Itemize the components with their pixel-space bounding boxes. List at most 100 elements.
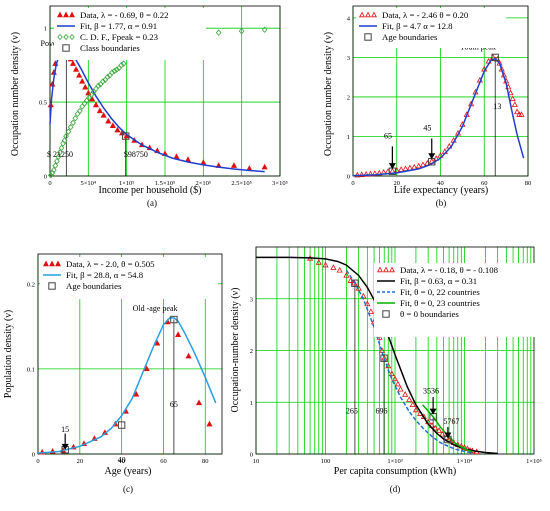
legend-entry: Data, λ = - 0.69, θ = 0.22 [80, 10, 169, 20]
data-point [69, 60, 77, 66]
panel-label: (c) [123, 484, 133, 494]
y-tick-label: 0.5 [39, 100, 47, 107]
legend-swatch [371, 11, 377, 18]
chart-panel-d: 10 100 1×10³ 1×10⁴ 1×10⁵ 0 1 2 3 265 696 3536 5767 Da… [230, 246, 542, 494]
legend-swatch [57, 11, 63, 18]
plot-frame [49, 5, 281, 177]
legend-swatch [69, 33, 75, 41]
boundary-marker [351, 279, 359, 287]
data-point [391, 375, 399, 382]
data-point [55, 153, 62, 160]
x-axis-label: Income per household ($) [98, 185, 201, 196]
data-point [100, 78, 106, 85]
data-point [96, 107, 103, 114]
data-point [511, 101, 518, 108]
legend-swatch [62, 44, 70, 52]
series-line [352, 57, 525, 177]
legend-swatch [377, 266, 383, 273]
data-point [111, 67, 118, 75]
annotation-label: 45 [423, 124, 431, 133]
legend-entry: Fit, β = 0.63, α = 0.31 [400, 276, 477, 286]
data-point [336, 266, 343, 273]
data-point [394, 380, 401, 387]
boundary-marker [122, 132, 130, 140]
y-tick-label: 0 [250, 452, 253, 459]
boundary-marker [117, 421, 126, 429]
y-tick-label: 4 [347, 15, 351, 22]
legend-box [356, 8, 506, 48]
data-point [113, 66, 120, 73]
data-point [109, 122, 116, 128]
y-tick-label: 1 [250, 400, 253, 407]
data-point [406, 396, 413, 402]
chart-panel-a: 0 5×10⁴ 1×10⁵ 1.5×10⁵ 2×10⁵ 2.5×10⁵ 3×10⁵ 0 0.5 1… [10, 5, 288, 208]
chart-panel-b: 02040608001234Youth peak654513Data, λ = … [323, 5, 532, 208]
arrow-head [61, 443, 69, 450]
x-tick-label: 20 [394, 180, 401, 187]
data-point [105, 117, 112, 124]
y-tick-label: 0.2 [27, 281, 35, 288]
data-point [54, 158, 60, 165]
x-tick-label: 80 [525, 180, 532, 187]
data-point [65, 128, 72, 135]
data-point [72, 66, 80, 72]
x-tick-label: 0 [351, 180, 354, 187]
annotation-label: 13 [493, 102, 501, 111]
annotation-label: Old -age peak [133, 304, 178, 313]
x-tick-label: 1×10⁴ [457, 458, 473, 465]
x-tick-label: 60 [160, 458, 167, 465]
legend-entry: Fit, β = 1.77, α = 0.91 [80, 21, 157, 31]
plot-frame [37, 253, 223, 455]
data-point [58, 144, 65, 152]
panel-label: (b) [436, 198, 447, 208]
x-tick-label: 100 [321, 458, 331, 465]
data-point [95, 82, 102, 90]
data-point [195, 399, 203, 406]
y-tick-label: 2 [250, 348, 253, 355]
legend-swatch [389, 266, 395, 273]
y-tick-label: 3 [347, 55, 350, 62]
legend-swatch [382, 310, 390, 318]
data-point [85, 89, 92, 96]
x-tick-label: 1×10⁵ [526, 458, 542, 465]
annotation-label: 15 [61, 425, 69, 434]
data-point [315, 259, 322, 265]
y-tick-label: 0 [44, 174, 47, 181]
boundary-marker [170, 315, 178, 324]
y-tick-label: 2 [347, 94, 350, 101]
legend-swatch [63, 33, 69, 41]
y-axis-label: Occupation number density (ν) [323, 32, 334, 156]
data-point [185, 352, 192, 359]
data-point [50, 166, 57, 174]
data-point [432, 424, 439, 431]
x-tick-label: 1×10³ [387, 458, 402, 465]
data-point [411, 163, 418, 170]
data-point [61, 137, 68, 144]
annotation-label: $98750 [124, 150, 148, 159]
legend-swatch [55, 260, 61, 267]
legend-swatch [364, 33, 372, 41]
data-point [261, 26, 268, 33]
annotation-label: 5767 [443, 417, 459, 426]
x-tick-label: 1.5×10⁵ [155, 180, 176, 187]
annotation-label: 265 [346, 407, 358, 416]
legend-entry: Class boundaries [80, 43, 140, 53]
data-point [513, 108, 521, 115]
arrow-head [444, 432, 452, 439]
x-axis-label: Per capita consumption (kWh) [334, 466, 456, 477]
legend-swatch [383, 266, 389, 273]
y-tick-label: 0 [32, 452, 35, 459]
data-point [114, 126, 121, 133]
series-line [422, 404, 473, 453]
panel-label: (a) [147, 198, 157, 208]
data-point [173, 153, 180, 159]
data-point [154, 339, 161, 346]
x-tick-label: 2.5×10⁵ [231, 180, 252, 187]
legend-box [54, 8, 206, 60]
x-axis-label: Age (years) [105, 466, 152, 477]
data-point [92, 101, 100, 108]
boundary-marker [491, 53, 499, 62]
legend-swatch [359, 11, 365, 18]
y-tick-label: 1 [44, 26, 47, 33]
x-tick-label: 80 [202, 458, 209, 465]
